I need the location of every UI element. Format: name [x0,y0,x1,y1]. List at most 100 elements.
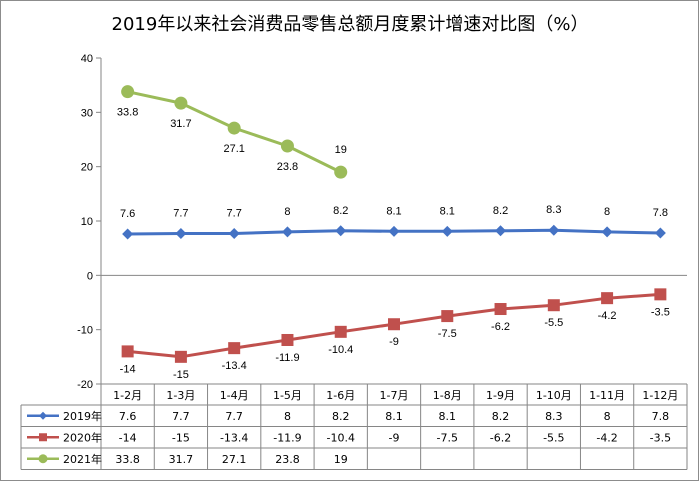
x-category-label: 1-3月 [166,389,195,402]
table-cell-value: 19 [334,453,348,466]
data-label: 8 [284,206,290,218]
table-cell-value: 33.8 [115,453,140,466]
x-category-label: 1-10月 [536,389,572,402]
table-cell-value: -13.4 [220,431,248,444]
x-category-label: 1-6月 [326,389,355,402]
y-tick-label: -20 [77,379,93,391]
table-cell-value: -3.5 [650,431,671,444]
y-tick-label: 0 [87,270,93,282]
legend-marker [38,454,48,464]
data-point [228,227,240,239]
data-point [388,318,400,331]
data-point [280,139,294,153]
legend-marker [39,411,47,420]
y-tick-label: 10 [81,216,93,228]
data-label: -14 [120,363,136,375]
data-label: -11.9 [275,352,299,364]
table-cell-value: 23.8 [275,453,300,466]
data-point [548,224,560,236]
legend-marker [39,433,47,442]
data-point [334,165,348,179]
data-label: -7.5 [438,328,457,340]
data-point [121,85,135,99]
data-point [441,225,453,237]
series-2: -14 -15 -13.4 -11.9 -10.4 -9 -7.5 -6.2 -5.5 -4.2 -… [120,288,670,381]
x-category-label: 1-2月 [113,389,142,402]
data-point [335,225,347,237]
data-label: 8.1 [386,205,401,217]
table-cell-value: 8.2 [332,410,350,423]
data-label: -6.2 [491,321,510,333]
table-cell-value: 8.1 [439,410,457,423]
chart-title: 2019年以来社会消费品零售总额月度累计增速对比图（%） [112,14,589,35]
data-point [228,342,241,355]
series-name-label: 2019年 [63,409,102,423]
x-category-label: 1-12月 [642,389,678,402]
y-tick-label: 20 [81,162,93,174]
x-category-label: 1-8月 [433,389,462,402]
series-layer: 7.6 7.7 7.7 8 8.2 8.1 8.1 8.2 8.3 8 7.8 -14 -15 -13.4… [117,85,670,381]
table-cell-value: 8.2 [492,410,510,423]
data-point [175,227,187,239]
data-label: 23.8 [277,161,298,173]
table-cell-value: 31.7 [169,453,194,466]
x-category-label: 1-5月 [273,389,302,402]
data-point [388,225,400,237]
data-table: 1-2月 1-3月 1-4月 1-5月 1-6月 1-7月 1-8月 1-9月 1-10月 1-1… [20,383,688,470]
data-label: 7.7 [173,207,188,219]
legend-key-2 [27,433,59,442]
x-category-label: 1-7月 [380,389,409,402]
x-category-label: 1-11月 [589,389,625,402]
table-cell-value: -11.9 [273,431,301,444]
table-cell-value: -7.5 [437,431,458,444]
table-cell-value: -4.2 [596,431,617,444]
data-label: 19 [335,144,347,156]
y-tick-label: -10 [77,325,93,337]
data-label: 8.3 [546,204,561,216]
data-label: -3.5 [651,306,670,318]
data-label: -9 [389,336,399,348]
table-cell-value: -14 [119,431,137,444]
table-cell-value: -15 [172,431,190,444]
data-label: -15 [173,369,189,381]
table-cell-value: 7.7 [225,410,243,423]
table-cell-value: 7.6 [119,410,137,423]
data-point [547,299,560,312]
legend-key-1 [27,411,59,420]
data-label: 8.1 [440,205,455,217]
x-category-label: 1-4月 [220,389,249,402]
table-cell-value: 8 [604,410,611,423]
table-cell-value: -5.5 [543,431,564,444]
data-label: -10.4 [328,344,353,356]
data-label: 8 [604,206,610,218]
y-tick-label: 30 [81,107,93,119]
data-point [334,325,347,338]
table-cell-value: -10.4 [326,431,354,444]
data-point [494,303,507,316]
data-point [654,227,666,239]
table-cell-value: 8 [284,410,291,423]
data-point [174,350,187,363]
data-label: 8.2 [333,205,348,217]
legend-key-3 [27,454,59,464]
data-point [227,121,241,135]
data-label: -13.4 [222,360,247,372]
table-cell-value: 27.1 [222,453,247,466]
table-cell-value: 7.7 [172,410,190,423]
series-1: 7.6 7.7 7.7 8 8.2 8.1 8.1 8.2 8.3 8 7.8 [120,204,668,240]
data-point [174,96,188,110]
data-point [601,226,613,238]
axis-layer: 40 30 20 10 0 -10 -20 [77,53,687,391]
data-point [281,226,293,238]
data-label: 7.7 [227,207,242,219]
data-point [441,310,454,323]
series-name-label: 2020年 [63,430,102,444]
x-category-label: 1-9月 [486,389,515,402]
data-label: 31.7 [170,118,191,130]
data-label: 27.1 [223,143,244,155]
data-point [495,225,507,237]
y-tick-label: 40 [81,53,93,65]
data-label: -4.2 [598,310,617,322]
